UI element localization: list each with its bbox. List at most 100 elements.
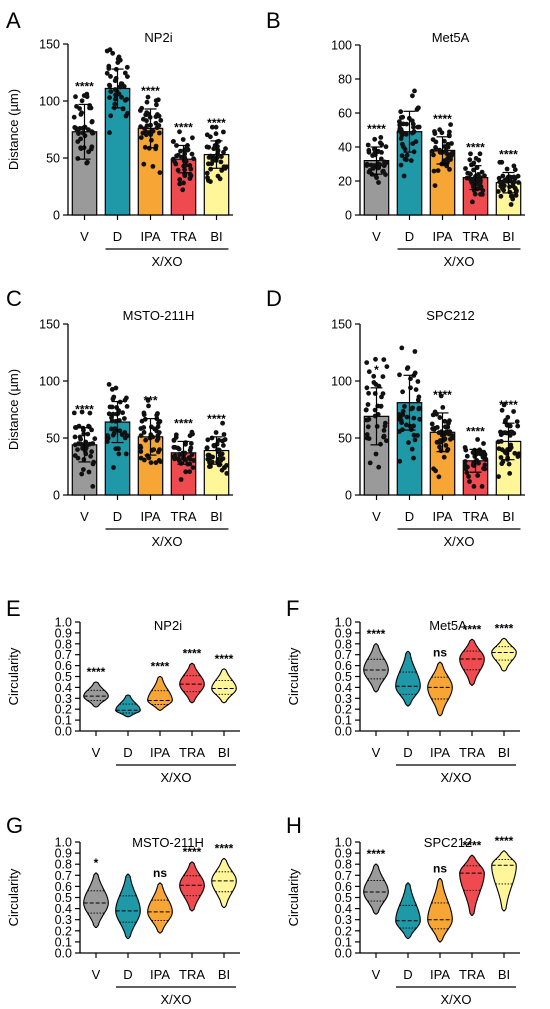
data-point bbox=[415, 379, 421, 384]
y-tick-label: 0.4 bbox=[55, 681, 72, 695]
data-point bbox=[471, 160, 477, 166]
data-point bbox=[178, 477, 184, 482]
y-tick-label: 0.8 bbox=[55, 637, 72, 651]
data-point bbox=[85, 442, 90, 448]
data-point bbox=[183, 469, 189, 475]
panel-title: SPC212 bbox=[426, 308, 474, 323]
y-tick-label: 100 bbox=[331, 39, 352, 53]
group-label: X/XO bbox=[443, 254, 474, 269]
panel-title: Met5A bbox=[429, 618, 467, 633]
significance-label: **** bbox=[499, 398, 518, 412]
data-point bbox=[397, 128, 402, 134]
data-point bbox=[440, 405, 446, 410]
significance-label: **** bbox=[87, 665, 106, 679]
data-point bbox=[446, 420, 451, 426]
data-point bbox=[213, 124, 219, 130]
data-point bbox=[73, 425, 78, 430]
y-tick-label: 0.1 bbox=[335, 714, 352, 728]
data-point bbox=[89, 129, 95, 135]
y-tick-label: 50 bbox=[338, 432, 352, 446]
significance-label: **** bbox=[433, 112, 452, 126]
y-tick-label: 100 bbox=[39, 375, 60, 389]
data-point bbox=[477, 151, 483, 157]
data-point bbox=[122, 416, 127, 421]
data-point bbox=[366, 149, 372, 155]
panel-letter: G bbox=[6, 813, 23, 838]
data-point bbox=[177, 129, 182, 135]
y-tick-label: 0.8 bbox=[335, 637, 352, 651]
data-point bbox=[365, 402, 371, 407]
panel-title: MSTO-211H bbox=[132, 835, 204, 850]
significance-label: **** bbox=[207, 116, 226, 130]
data-point bbox=[107, 83, 113, 89]
y-tick-label: 0.2 bbox=[55, 924, 72, 938]
category-label: IPA bbox=[433, 509, 453, 524]
data-point bbox=[510, 183, 516, 189]
data-point bbox=[412, 349, 418, 354]
data-point bbox=[400, 389, 405, 395]
category-label: D bbox=[403, 745, 412, 760]
category-label: IPA bbox=[150, 967, 170, 982]
data-point bbox=[374, 424, 380, 429]
data-point bbox=[365, 142, 371, 148]
data-point bbox=[122, 397, 128, 403]
data-point bbox=[210, 157, 216, 163]
data-point bbox=[138, 449, 144, 454]
data-point bbox=[181, 180, 186, 186]
data-point bbox=[75, 127, 81, 132]
data-point bbox=[413, 387, 419, 392]
data-point bbox=[86, 149, 91, 155]
data-point bbox=[110, 50, 116, 56]
data-point bbox=[204, 132, 210, 138]
data-point bbox=[138, 108, 143, 113]
violin-bi bbox=[211, 668, 237, 704]
significance-label: **** bbox=[463, 622, 482, 636]
y-tick-label: 1.0 bbox=[55, 836, 72, 850]
violin-tra bbox=[459, 638, 485, 686]
data-point bbox=[79, 471, 85, 477]
group-label: X/XO bbox=[151, 254, 182, 269]
data-point bbox=[121, 84, 127, 89]
category-label: V bbox=[92, 967, 101, 982]
data-point bbox=[112, 96, 118, 102]
data-point bbox=[400, 121, 406, 127]
data-point bbox=[120, 106, 126, 111]
category-label: BI bbox=[210, 509, 222, 524]
data-point bbox=[113, 92, 118, 98]
y-tick-label: 100 bbox=[39, 95, 60, 109]
data-point bbox=[442, 436, 448, 442]
data-point bbox=[475, 473, 481, 478]
category-label: D bbox=[123, 967, 132, 982]
data-point bbox=[78, 146, 84, 152]
data-point bbox=[122, 97, 128, 103]
data-point bbox=[150, 164, 156, 169]
violin-d bbox=[395, 650, 421, 707]
data-point bbox=[372, 136, 378, 142]
violin-ipa bbox=[147, 882, 173, 934]
data-point bbox=[515, 423, 521, 429]
data-point bbox=[107, 130, 112, 136]
data-point bbox=[86, 469, 92, 475]
data-point bbox=[72, 442, 78, 448]
data-point bbox=[177, 181, 183, 187]
data-point bbox=[155, 97, 161, 103]
data-point bbox=[109, 426, 114, 432]
data-point bbox=[189, 151, 195, 157]
significance-label: **** bbox=[75, 79, 94, 93]
data-point bbox=[416, 406, 422, 412]
data-point bbox=[106, 63, 112, 69]
data-point bbox=[500, 186, 505, 191]
data-point bbox=[470, 462, 476, 468]
data-point bbox=[469, 179, 474, 185]
data-point bbox=[378, 441, 383, 447]
data-point bbox=[379, 394, 384, 400]
data-point bbox=[412, 88, 417, 94]
data-point bbox=[146, 455, 152, 461]
category-label: D bbox=[403, 967, 412, 982]
data-point bbox=[496, 439, 501, 445]
data-point bbox=[191, 458, 197, 463]
data-point bbox=[397, 119, 402, 124]
data-point bbox=[113, 385, 119, 391]
y-tick-label: 0.9 bbox=[55, 626, 72, 640]
data-point bbox=[408, 385, 413, 391]
